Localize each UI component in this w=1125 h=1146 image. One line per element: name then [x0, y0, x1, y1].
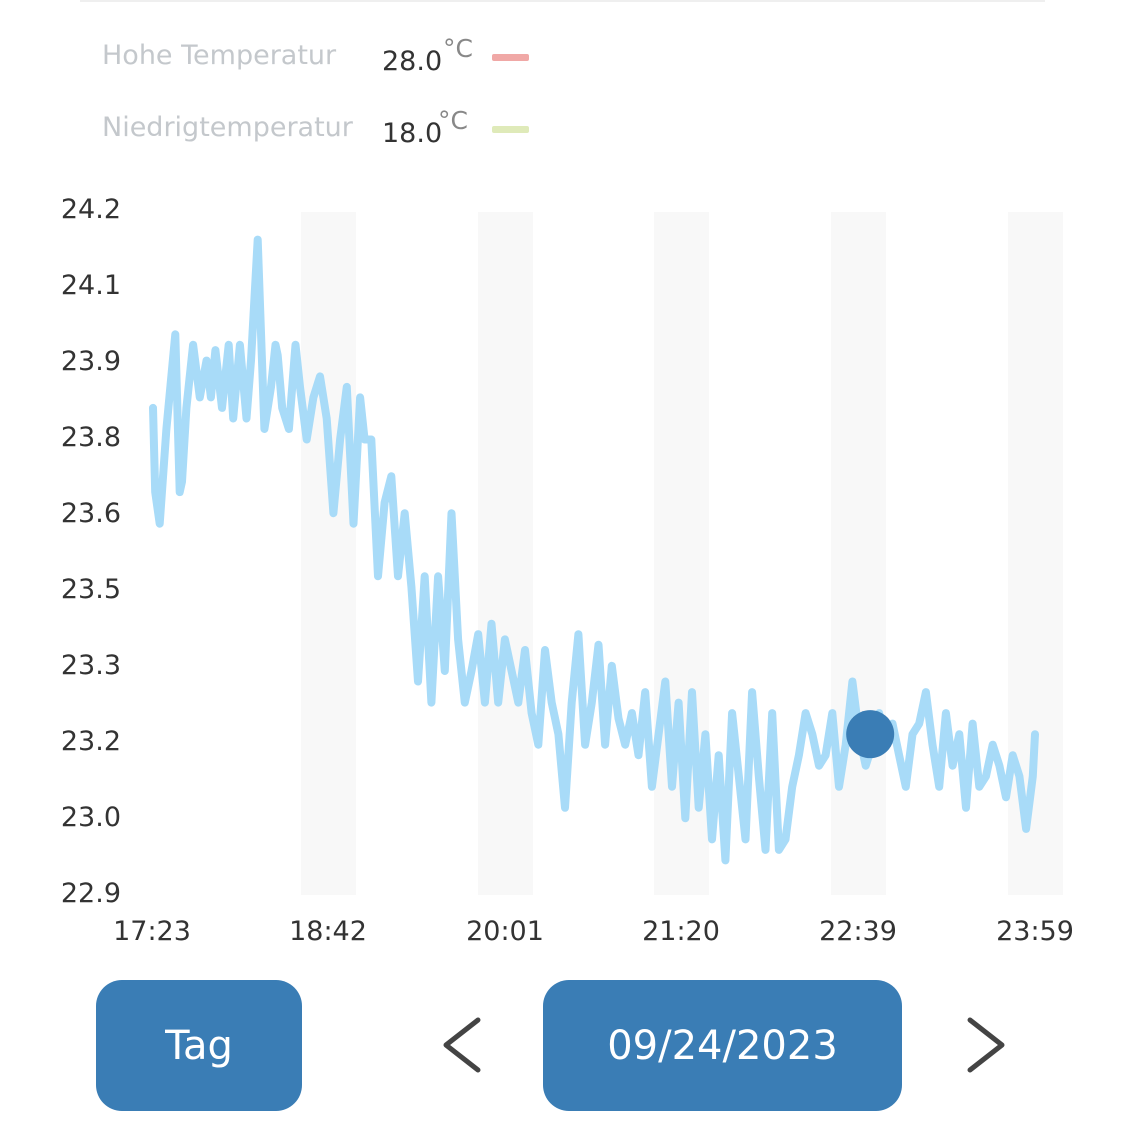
legend-low-swatch	[492, 126, 529, 133]
chevron-right-icon[interactable]	[962, 1012, 1010, 1078]
y-tick-label: 23.0	[61, 802, 121, 833]
legend-high-swatch	[492, 54, 529, 61]
legend-low-label: Niedrigtemperatur	[102, 112, 353, 143]
y-tick-label: 22.9	[61, 878, 121, 909]
date-button[interactable]: 09/24/2023	[543, 980, 902, 1111]
y-tick-label: 23.2	[61, 726, 121, 757]
x-tick-label: 17:23	[113, 916, 191, 947]
selected-point-marker[interactable]	[846, 710, 895, 759]
y-tick-label: 23.8	[61, 422, 121, 453]
top-divider	[80, 0, 1045, 2]
legend-low-unit: °C	[438, 106, 468, 135]
x-tick-label: 18:42	[289, 916, 367, 947]
temperature-series-line	[149, 235, 1039, 865]
x-tick-label: 23:59	[996, 916, 1074, 947]
chevron-left-icon[interactable]	[438, 1012, 486, 1078]
x-tick-label: 22:39	[819, 916, 897, 947]
y-tick-label: 23.9	[61, 346, 121, 377]
y-tick-label: 23.5	[61, 574, 121, 605]
legend-high-unit: °C	[443, 34, 473, 63]
legend-low-value: 18.0	[382, 118, 443, 149]
y-tick-label: 24.2	[61, 194, 121, 225]
y-tick-label: 24.1	[61, 270, 121, 301]
chart-band	[478, 212, 533, 895]
chart-band	[301, 212, 356, 895]
range-button[interactable]: Tag	[96, 980, 302, 1111]
y-tick-label: 23.6	[61, 498, 121, 529]
legend-high-label: Hohe Temperatur	[102, 40, 337, 71]
chart-band	[831, 212, 886, 895]
y-tick-label: 23.3	[61, 650, 121, 681]
x-tick-label: 21:20	[642, 916, 720, 947]
x-tick-label: 20:01	[466, 916, 544, 947]
temperature-chart[interactable]: 24.2 24.1 23.9 23.8 23.6 23.5 23.3 23.2 23.0 22.9…	[0, 0, 1125, 960]
chart-band	[1008, 212, 1063, 895]
legend-high-value: 28.0	[382, 46, 443, 77]
